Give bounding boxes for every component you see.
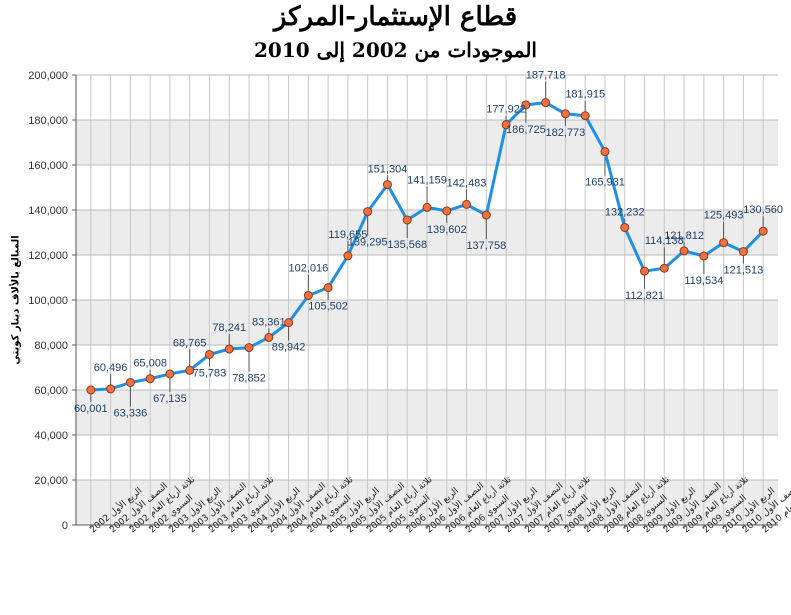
y-tick-label: 120,000 (28, 250, 68, 262)
data-label: 119,655 (328, 229, 367, 241)
data-label: 67,135 (153, 393, 187, 405)
data-label: 65,008 (133, 358, 167, 370)
y-tick-label: 0 (62, 520, 68, 532)
data-label: 141,159 (407, 174, 447, 186)
data-point (738, 247, 748, 257)
chart-title: قطاع الإستثمار-المركز (273, 2, 518, 32)
data-label: 121,812 (664, 230, 704, 242)
data-label: 121,513 (724, 265, 764, 277)
y-tick-label: 160,000 (28, 160, 68, 172)
y-tick-label: 140,000 (28, 205, 68, 217)
data-label: 177,922 (486, 104, 526, 116)
data-point (125, 377, 135, 387)
data-label: 105,502 (308, 301, 348, 313)
data-label: 142,483 (447, 177, 487, 189)
data-point (303, 290, 313, 300)
data-point (462, 199, 472, 209)
y-tick-labels: 0 20,000 40,000 60,000 80,000 100,000 120,000 1… (28, 70, 68, 532)
y-tick-label: 60,000 (34, 385, 68, 397)
y-tick-label: 180,000 (28, 115, 68, 127)
data-label: 60,496 (94, 362, 128, 374)
data-label: 68,765 (173, 337, 207, 349)
data-point (442, 206, 452, 216)
data-point (204, 349, 214, 359)
data-label: 151,304 (368, 164, 408, 176)
data-label: 139,295 (348, 237, 388, 249)
data-point (620, 222, 630, 232)
data-labels: 60,001 60,496 63,336 65,008 67,135 68,765 75,7… (74, 70, 783, 420)
data-label: 75,783 (193, 367, 227, 379)
data-point (659, 263, 669, 273)
data-point (165, 369, 175, 379)
data-point (719, 238, 729, 248)
data-point (284, 318, 294, 328)
data-point (402, 215, 412, 225)
data-point (422, 202, 432, 212)
data-label: 186,725 (506, 124, 546, 136)
data-label: 135,568 (387, 239, 427, 251)
y-tick-label: 80,000 (34, 340, 68, 352)
data-label: 187,718 (526, 70, 566, 82)
data-label: 139,602 (427, 224, 467, 236)
data-point (699, 251, 709, 261)
data-point (343, 251, 353, 261)
data-label: 125,493 (704, 210, 744, 222)
data-label: 60,001 (74, 403, 108, 415)
data-label: 114,138 (645, 235, 684, 247)
y-tick-label: 200,000 (28, 70, 68, 82)
data-point (382, 180, 392, 190)
data-point (541, 98, 551, 108)
y-tick-label: 20,000 (34, 475, 68, 487)
data-point (106, 384, 116, 394)
data-label: 89,942 (272, 342, 306, 354)
data-point (521, 100, 531, 110)
data-label: 78,241 (212, 322, 246, 334)
data-label: 132,232 (605, 206, 645, 218)
data-point (185, 365, 195, 375)
data-point (758, 226, 768, 236)
data-point (145, 374, 155, 384)
data-label: 102,016 (288, 262, 328, 274)
data-point (640, 266, 650, 276)
data-point (580, 111, 590, 121)
data-points (86, 98, 768, 395)
data-point (679, 246, 689, 256)
data-label: 78,852 (232, 373, 266, 385)
data-label: 181,915 (565, 89, 605, 101)
data-label: 137,758 (466, 240, 506, 252)
data-point (501, 120, 511, 130)
data-label: 119,534 (684, 275, 723, 287)
y-tick-label: 40,000 (34, 430, 68, 442)
data-point (244, 343, 254, 353)
data-point (481, 210, 491, 220)
data-label: 165,931 (585, 177, 625, 189)
data-point (264, 332, 274, 342)
axes (72, 74, 778, 529)
chart-subtitle: الموجودات من 2002 إلى 2010 (254, 38, 537, 62)
data-point (86, 385, 96, 395)
data-label: 130,560 (743, 204, 783, 216)
data-point (323, 283, 333, 293)
data-point (224, 344, 234, 354)
data-point (560, 109, 570, 119)
data-label: 83,361 (252, 316, 286, 328)
data-label: 112,821 (625, 290, 664, 302)
data-label: 182,773 (546, 127, 586, 139)
data-point (600, 147, 610, 157)
data-point (363, 207, 373, 217)
data-label: 63,336 (114, 407, 148, 419)
y-tick-label: 100,000 (28, 295, 68, 307)
